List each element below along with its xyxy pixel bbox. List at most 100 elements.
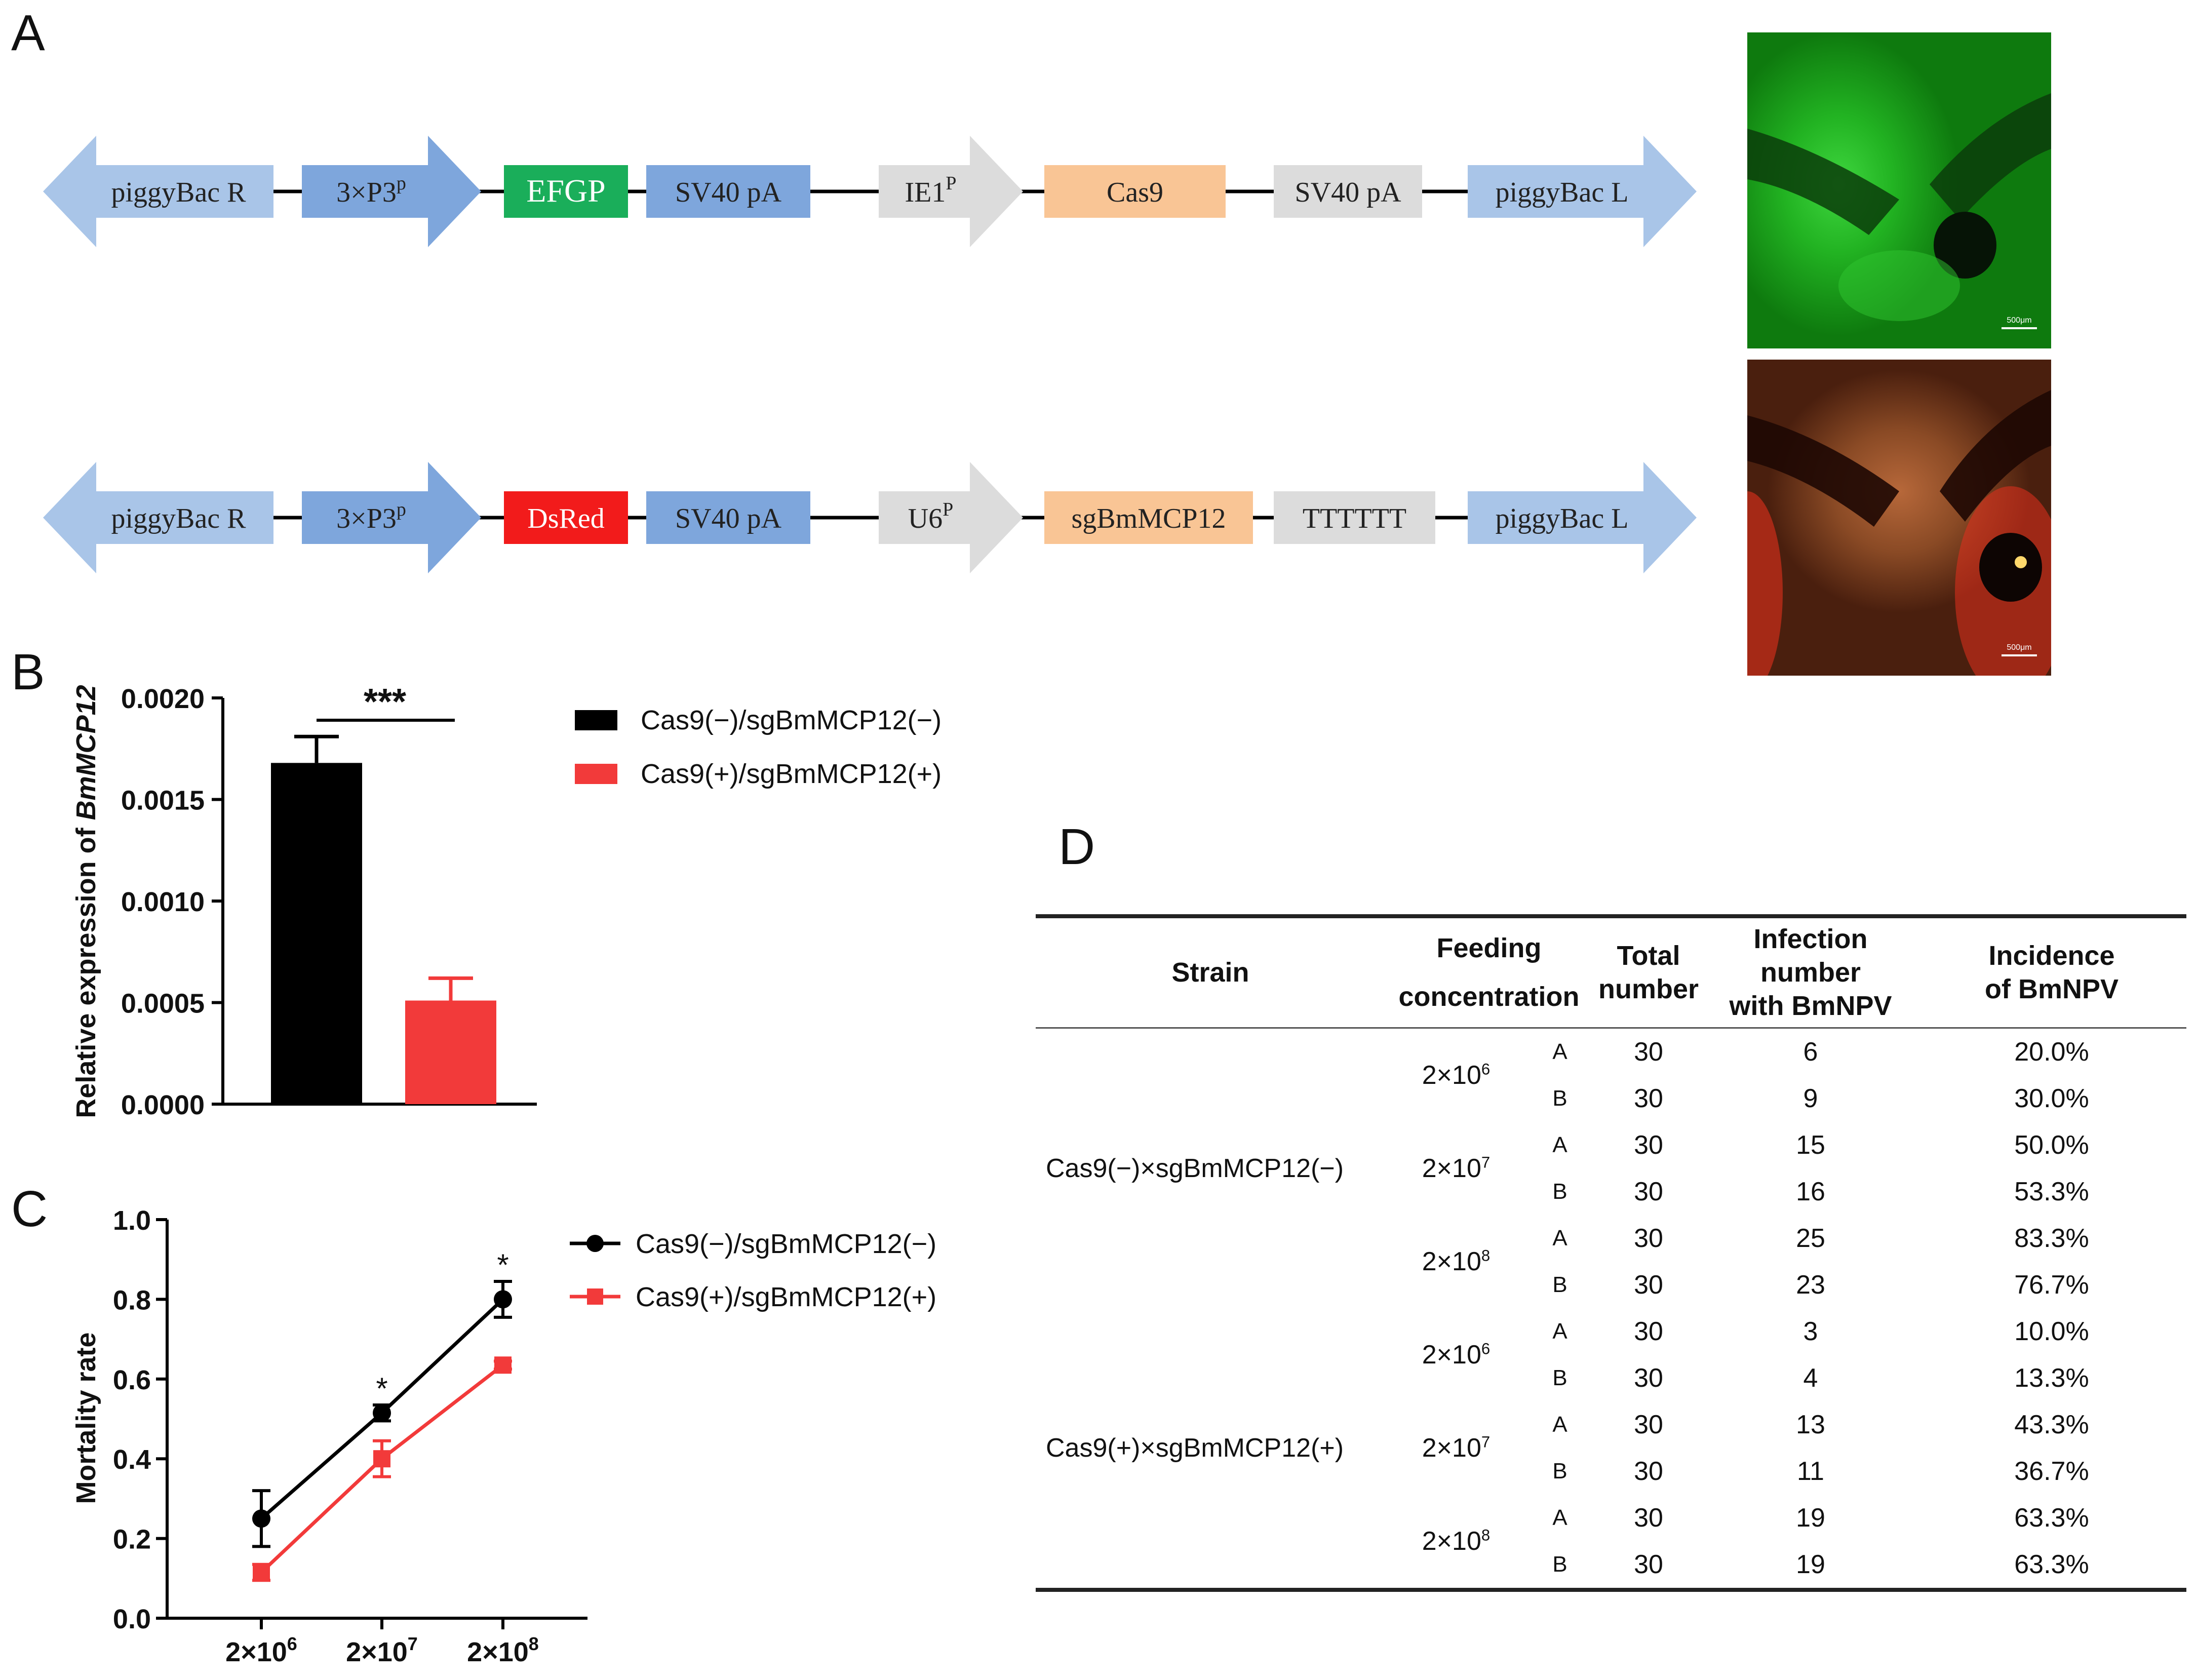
bar-y-tick-label: 0.0010 — [121, 887, 205, 917]
construct-label: U6P — [908, 499, 954, 534]
header-incidence: Incidence of BmNPV — [1984, 941, 2118, 1005]
header-strain: Strain — [1171, 957, 1249, 988]
line-y-tick-label: 1.0 — [113, 1205, 151, 1236]
line-y-axis-label: Mortality rate — [71, 1332, 101, 1504]
construct-label: piggyBac R — [111, 503, 247, 534]
infected-cell: 9 — [1803, 1083, 1818, 1113]
total-cell: 30 — [1634, 1363, 1663, 1393]
construct-label: piggyBac L — [1496, 503, 1629, 534]
total-cell: 30 — [1634, 1316, 1663, 1346]
bar-y-axis-label: Relative expression of BmMCP12 — [71, 685, 101, 1118]
construct-element-1-0: piggyBac R — [43, 462, 273, 573]
replicate-cell: A — [1552, 1039, 1567, 1064]
line-x-tick-label: 2×108 — [467, 1633, 539, 1667]
line-point-0-0 — [252, 1509, 270, 1528]
replicate-cell: B — [1552, 1365, 1567, 1390]
line-point-1-0 — [253, 1564, 270, 1581]
infected-cell: 13 — [1796, 1410, 1825, 1439]
line-legend-marker-1 — [587, 1288, 603, 1305]
construct-element-0-1: 3×P3p — [302, 136, 481, 247]
construct-label: sgBmMCP12 — [1072, 503, 1226, 534]
infected-cell: 15 — [1796, 1130, 1825, 1160]
infected-cell: 23 — [1796, 1270, 1825, 1300]
incidence-cell: 63.3% — [2014, 1503, 2089, 1533]
total-cell: 30 — [1634, 1270, 1663, 1300]
line-legend-label-0: Cas9(−)/sgBmMCP12(−) — [636, 1229, 936, 1259]
total-cell: 30 — [1634, 1410, 1663, 1439]
construct-element-1-7: piggyBac L — [1468, 462, 1697, 573]
construct-element-0-3: SV40 pA — [646, 165, 810, 218]
construct-label: 3×P3p — [336, 499, 406, 534]
construct-element-0-7: piggyBac L — [1468, 136, 1697, 247]
table-row: B 30 19 63.3% — [1036, 1541, 2186, 1590]
incidence-cell: 36.7% — [2014, 1456, 2089, 1486]
concentration-cell: 2×106 — [1422, 1060, 1490, 1090]
table-row: B 30 11 36.7% — [1036, 1448, 2186, 1495]
panel-label-d: D — [1058, 818, 1095, 875]
construct-label: 3×P3p — [336, 173, 406, 208]
construct-label: DsRed — [527, 503, 604, 534]
construct-element-1-6: TTTTTT — [1274, 491, 1435, 544]
line-significance-2: * — [497, 1248, 508, 1282]
replicate-cell: A — [1552, 1318, 1567, 1344]
line-legend-marker-0 — [586, 1235, 604, 1252]
concentration-cell: 2×107 — [1422, 1153, 1490, 1183]
infected-cell: 4 — [1803, 1363, 1818, 1393]
bar-legend-label-0: Cas9(−)/sgBmMCP12(−) — [641, 705, 941, 735]
total-cell: 30 — [1634, 1083, 1663, 1113]
line-point-0-2 — [494, 1290, 512, 1309]
construct-element-1-4: U6P — [879, 462, 1023, 573]
header-feeding: Feeding concentration — [1398, 933, 1580, 1012]
panel-label-b: B — [11, 644, 45, 700]
construct-element-0-6: SV40 pA — [1274, 165, 1422, 218]
line-x-tick-label: 2×106 — [225, 1633, 297, 1667]
construct-label: SV40 pA — [1294, 177, 1401, 208]
replicate-cell: B — [1552, 1272, 1567, 1297]
line-y-tick-label: 0.4 — [113, 1444, 151, 1475]
construct-element-0-2: EFGP — [504, 165, 628, 218]
construct-element-0-0: piggyBac R — [43, 136, 273, 247]
header-infection: Infection number with BmNPV — [1729, 924, 1892, 1022]
table-row: 2×108 A 30 25 83.3% — [1036, 1215, 2186, 1276]
bar-chart: 0.0000 0.0005 0.0010 0.0015 0.0020 *** Relativ… — [71, 682, 941, 1120]
line-point-1-1 — [373, 1450, 390, 1468]
total-cell: 30 — [1634, 1549, 1663, 1579]
infection-table: Strain Feeding concentration Total number… — [1036, 914, 2186, 1592]
construct-label: TTTTTT — [1303, 503, 1406, 534]
total-cell: 30 — [1634, 1177, 1663, 1206]
line-y-tick-label: 0.8 — [113, 1285, 151, 1315]
incidence-cell: 63.3% — [2014, 1549, 2089, 1579]
line-y-tick-label: 0.0 — [113, 1604, 151, 1634]
construct-diagram: piggyBac R 3×P3p EFGP SV40 pA IE1P Cas9 SV40 p… — [43, 136, 1697, 573]
total-cell: 30 — [1634, 1130, 1663, 1160]
incidence-cell: 50.0% — [2014, 1130, 2089, 1160]
scale-label-red: 500μm — [2007, 643, 2032, 652]
replicate-cell: B — [1552, 1458, 1567, 1483]
replicate-cell: B — [1552, 1179, 1567, 1204]
line-chart: 0.0 0.2 0.4 0.6 0.8 1.0 2×106 2×107 2×108 * * Morta… — [71, 1205, 936, 1667]
replicate-cell: A — [1552, 1412, 1567, 1437]
table-row: Cas9(+)×sgBmMCP12(+) 2×106 A 30 3 10.0% — [1036, 1308, 2186, 1463]
infected-cell: 3 — [1803, 1316, 1818, 1346]
table-row: B 30 16 53.3% — [1036, 1168, 2186, 1215]
construct-label: IE1P — [905, 173, 957, 208]
infected-cell: 6 — [1803, 1037, 1818, 1067]
line-legend-label-1: Cas9(+)/sgBmMCP12(+) — [636, 1282, 936, 1312]
incidence-cell: 13.3% — [2014, 1363, 2089, 1393]
bar-1 — [405, 1000, 496, 1104]
line-significance-1: * — [376, 1372, 387, 1405]
construct-element-1-3: SV40 pA — [646, 491, 810, 544]
bar-significance-label: *** — [364, 682, 406, 722]
concentration-cell: 2×108 — [1422, 1526, 1490, 1556]
construct-label: Cas9 — [1107, 177, 1163, 208]
infected-cell: 19 — [1796, 1549, 1825, 1579]
bar-legend-swatch-1 — [575, 764, 617, 784]
bar-legend-swatch-0 — [575, 710, 617, 730]
table-row: B 30 4 13.3% — [1036, 1355, 2186, 1401]
infected-cell: 11 — [1797, 1456, 1824, 1486]
bar-y-tick-label: 0.0015 — [121, 786, 205, 816]
construct-label: EFGP — [526, 173, 606, 209]
bar-y-tick-label: 0.0005 — [121, 989, 205, 1019]
table-row: 2×108 A 30 19 63.3% — [1036, 1495, 2186, 1556]
construct-element-0-5: Cas9 — [1044, 165, 1226, 218]
